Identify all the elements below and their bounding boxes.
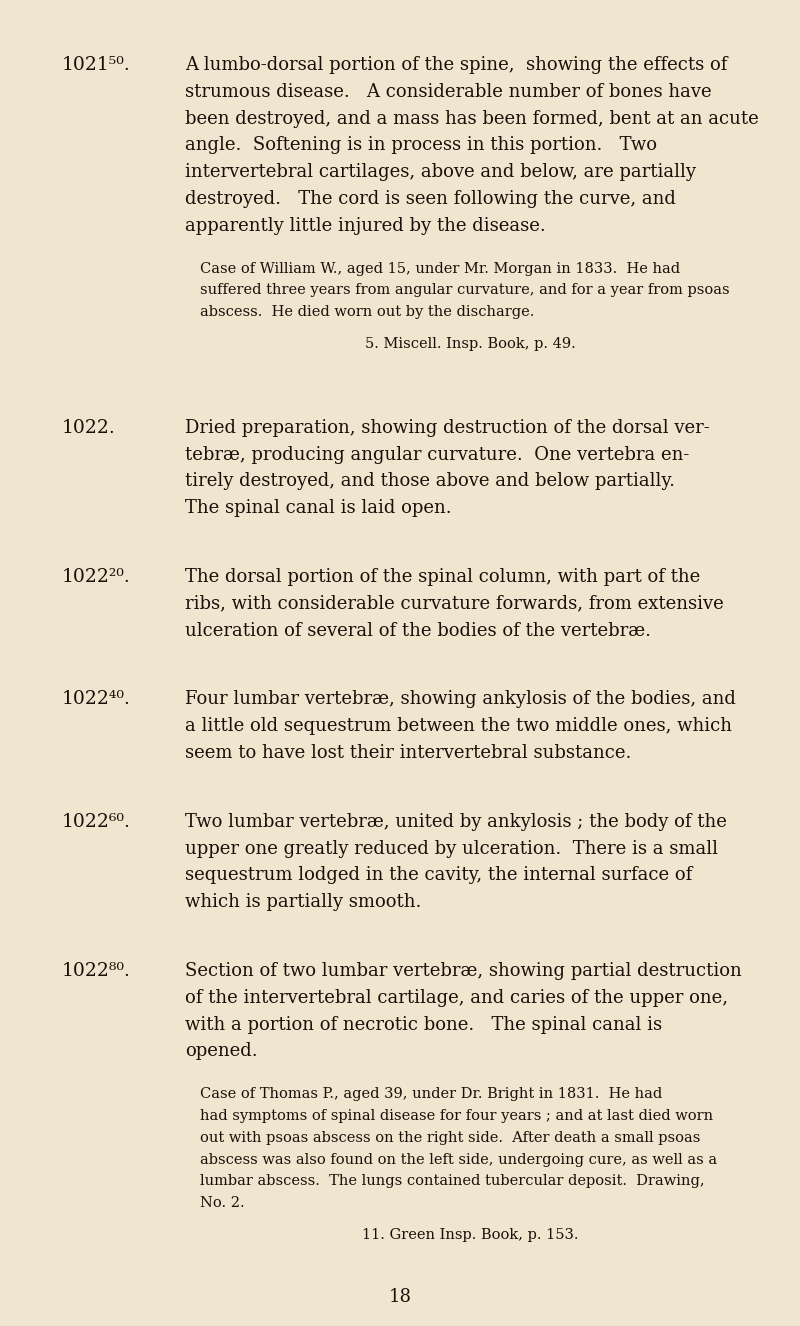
Text: Dried preparation, showing destruction of the dorsal ver-: Dried preparation, showing destruction o… [185, 419, 710, 436]
Text: Case of Thomas P., aged 39, under Dr. Bright in 1831.  He had: Case of Thomas P., aged 39, under Dr. Br… [200, 1087, 662, 1101]
Text: The dorsal portion of the spinal column, with part of the: The dorsal portion of the spinal column,… [185, 568, 700, 586]
Text: intervertebral cartilages, above and below, are partially: intervertebral cartilages, above and bel… [185, 163, 696, 182]
Text: 11. Green Insp. Book, p. 153.: 11. Green Insp. Book, p. 153. [362, 1228, 578, 1242]
Text: lumbar abscess.  The lungs contained tubercular deposit.  Drawing,: lumbar abscess. The lungs contained tube… [200, 1175, 705, 1188]
Text: had symptoms of spinal disease for four years ; and at last died worn: had symptoms of spinal disease for four … [200, 1109, 713, 1123]
Text: abscess.  He died worn out by the discharge.: abscess. He died worn out by the dischar… [200, 305, 534, 320]
Text: tirely destroyed, and those above and below partially.: tirely destroyed, and those above and be… [185, 472, 675, 491]
Text: with a portion of necrotic bone.   The spinal canal is: with a portion of necrotic bone. The spi… [185, 1016, 662, 1033]
Text: 1022²⁰.: 1022²⁰. [62, 568, 130, 586]
Text: sequestrum lodged in the cavity, the internal surface of: sequestrum lodged in the cavity, the int… [185, 866, 692, 884]
Text: upper one greatly reduced by ulceration.  There is a small: upper one greatly reduced by ulceration.… [185, 839, 718, 858]
Text: suffered three years from angular curvature, and for a year from psoas: suffered three years from angular curvat… [200, 284, 730, 297]
Text: ribs, with considerable curvature forwards, from extensive: ribs, with considerable curvature forwar… [185, 595, 724, 613]
Text: A lumbo-dorsal portion of the spine,  showing the effects of: A lumbo-dorsal portion of the spine, sho… [185, 56, 727, 74]
Text: 1021⁵⁰.: 1021⁵⁰. [62, 56, 130, 74]
Text: of the intervertebral cartilage, and caries of the upper one,: of the intervertebral cartilage, and car… [185, 989, 728, 1006]
Text: apparently little injured by the disease.: apparently little injured by the disease… [185, 216, 546, 235]
Text: The spinal canal is laid open.: The spinal canal is laid open. [185, 499, 452, 517]
Text: Two lumbar vertebræ, united by ankylosis ; the body of the: Two lumbar vertebræ, united by ankylosis… [185, 813, 727, 831]
Text: ulceration of several of the bodies of the vertebræ.: ulceration of several of the bodies of t… [185, 622, 651, 639]
Text: which is partially smooth.: which is partially smooth. [185, 894, 422, 911]
Text: Four lumbar vertebræ, showing ankylosis of the bodies, and: Four lumbar vertebræ, showing ankylosis … [185, 691, 736, 708]
Text: destroyed.   The cord is seen following the curve, and: destroyed. The cord is seen following th… [185, 190, 676, 208]
Text: been destroyed, and a mass has been formed, bent at an acute: been destroyed, and a mass has been form… [185, 110, 758, 127]
Text: No. 2.: No. 2. [200, 1196, 245, 1211]
Text: opened.: opened. [185, 1042, 258, 1061]
Text: tebræ, producing angular curvature.  One vertebra en-: tebræ, producing angular curvature. One … [185, 446, 690, 464]
Text: 1022⁸⁰.: 1022⁸⁰. [62, 961, 131, 980]
Text: 1022.: 1022. [62, 419, 116, 436]
Text: angle.  Softening is in process in this portion.   Two: angle. Softening is in process in this p… [185, 137, 657, 154]
Text: strumous disease.   A considerable number of bones have: strumous disease. A considerable number … [185, 82, 712, 101]
Text: a little old sequestrum between the two middle ones, which: a little old sequestrum between the two … [185, 717, 732, 735]
Text: 1022⁴⁰.: 1022⁴⁰. [62, 691, 131, 708]
Text: 1022⁶⁰.: 1022⁶⁰. [62, 813, 131, 831]
Text: out with psoas abscess on the right side.  After death a small psoas: out with psoas abscess on the right side… [200, 1131, 700, 1144]
Text: 5. Miscell. Insp. Book, p. 49.: 5. Miscell. Insp. Book, p. 49. [365, 337, 575, 351]
Text: Case of William W., aged 15, under Mr. Morgan in 1833.  He had: Case of William W., aged 15, under Mr. M… [200, 261, 680, 276]
Text: seem to have lost their intervertebral substance.: seem to have lost their intervertebral s… [185, 744, 631, 762]
Text: abscess was also found on the left side, undergoing cure, as well as a: abscess was also found on the left side,… [200, 1152, 717, 1167]
Text: 18: 18 [389, 1288, 411, 1306]
Text: Section of two lumbar vertebræ, showing partial destruction: Section of two lumbar vertebræ, showing … [185, 961, 742, 980]
